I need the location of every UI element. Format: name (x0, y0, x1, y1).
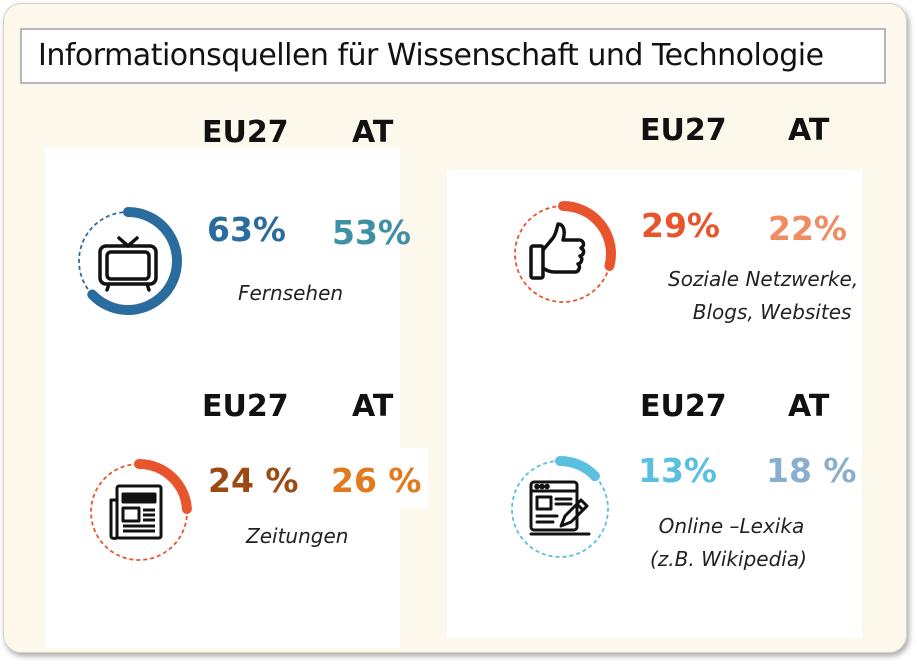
ring-value-arc (555, 456, 600, 482)
panel-left (45, 148, 400, 648)
category-caption: Fernsehen (238, 277, 343, 310)
percent-eu27: 24 % (208, 461, 299, 500)
webpage-edit-icon (529, 480, 591, 536)
ring-remainder (514, 205, 611, 303)
column-label-at: AT (788, 113, 830, 148)
column-label-at: AT (352, 389, 394, 424)
column-label-eu27: EU27 (640, 113, 727, 148)
percent-at: 22% (768, 209, 847, 248)
caption-line: (z.B. Wikipedia) (650, 547, 807, 571)
newspaper-icon (109, 484, 163, 540)
category-caption: Zeitungen (246, 520, 348, 553)
percent-at: 26 % (331, 461, 422, 500)
panel-left-extension (395, 448, 428, 508)
caption-line: Blogs, Websites (692, 300, 852, 324)
caption-line: Zeitungen (246, 524, 349, 548)
percent-at: 53% (332, 213, 411, 252)
newspaper-ring-gauge (90, 459, 192, 561)
tv-icon (98, 236, 158, 292)
category-caption: Online –Lexika (z.B. Wikipedia) (650, 510, 807, 576)
caption-line: Soziale Netzwerke, (668, 267, 859, 291)
ring-value-arc (558, 201, 616, 271)
column-label-at: AT (788, 389, 830, 424)
thumbs-up-icon (529, 222, 586, 280)
panel-right (447, 170, 862, 638)
category-caption: Soziale Netzwerke, Blogs, Websites (668, 263, 858, 329)
ring-remainder (78, 211, 129, 296)
percent-at: 18 % (766, 451, 857, 490)
column-label-eu27: EU27 (202, 389, 289, 424)
page-title: Informationsquellen für Wissenschaft und… (20, 28, 886, 84)
caption-line: Fernsehen (238, 281, 344, 305)
percent-eu27: 13% (638, 451, 717, 490)
percent-eu27: 63% (207, 210, 286, 249)
ring-value-arc (87, 207, 182, 315)
ring-value-arc (134, 459, 192, 514)
ring-remainder (90, 463, 188, 561)
column-label-at: AT (352, 115, 394, 150)
tv-ring-gauge (78, 207, 182, 315)
caption-line: Online –Lexika (658, 514, 805, 538)
column-label-eu27: EU27 (640, 389, 727, 424)
column-label-eu27: EU27 (202, 115, 289, 150)
percent-eu27: 29% (641, 206, 720, 245)
thumbs-up-ring-gauge (514, 201, 616, 303)
webpage-ring-gauge (511, 456, 609, 558)
